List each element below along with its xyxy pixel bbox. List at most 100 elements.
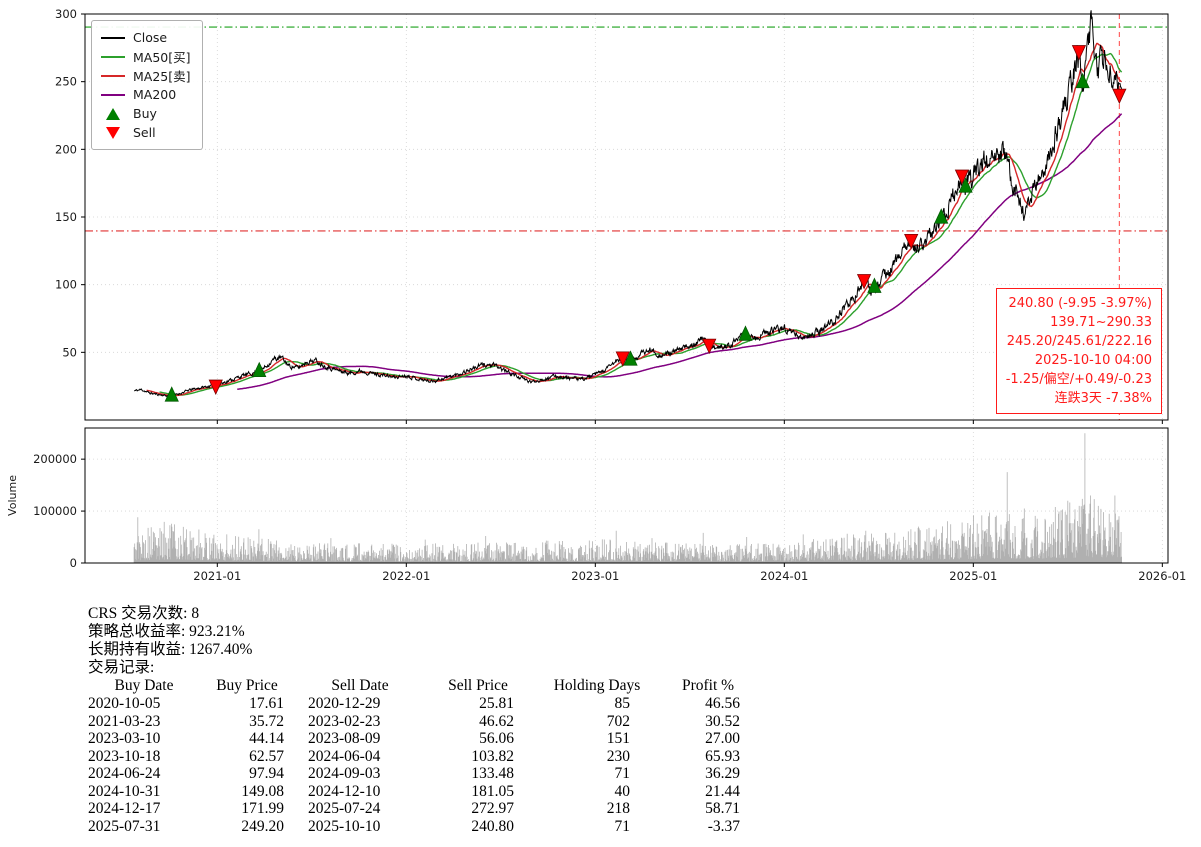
trade-cell: 35.72 [249,712,284,730]
trade-cell: 30.52 [705,712,740,730]
legend-item-buy: Buy [101,104,191,123]
annotation-line: -1.25/偏空/+0.49/-0.23 [1005,372,1152,387]
trade-row: 2024-06-24 97.94 2024-09-03 133.48 71 36.29 [88,765,752,783]
trade-cell: 171.99 [241,800,284,817]
ma50-line-swatch [101,55,125,58]
buy-marker [1075,72,1090,89]
col-profit: Profit % [681,677,735,694]
trade-cell: 2024-12-17 [88,800,161,817]
trade-cell: 249.20 [241,817,284,835]
trade-cell: 27.00 [705,730,740,747]
trade-cell: 2023-03-10 [88,730,161,747]
y-tick-label: 200 [55,142,77,156]
x-tick-label: 2023-01 [571,569,619,583]
ma200-line-swatch [101,93,125,96]
trade-cell: -3.37 [707,817,740,835]
legend-label: Buy [133,106,157,121]
trade-cell: 2025-07-24 [308,800,381,817]
legend-item-sell: Sell [101,123,191,142]
buy-marker [934,208,949,224]
trade-cell: 240.80 [471,817,514,835]
x-tick-label: 2024-01 [760,569,808,583]
volume-axis-label: Volume [6,475,19,516]
x-tick-label: 2026-01 [1138,569,1186,583]
trade-cell: 103.82 [471,747,514,765]
legend-item-ma25: MA25[卖] [101,66,191,85]
legend-item-ma50: MA50[买] [101,47,191,66]
buyhold-return-line: 长期持有收益: 1267.40% [88,641,253,658]
buy-marker-icon [101,107,125,120]
annotation-line: 245.20/245.61/222.16 [1006,334,1152,349]
sell-marker [615,351,630,367]
legend-label: MA50[买] [133,50,191,65]
trades-header-row: Buy Date Buy Price Sell Date Sell Price … [88,677,752,695]
volume-tick-label: 200000 [33,452,77,466]
trade-cell: 17.61 [249,695,284,712]
trade-row: 2024-12-17 171.99 2025-07-24 272.97 218 58.71 [88,800,752,818]
sell-marker-icon [101,126,125,139]
trade-cell: 2024-09-03 [308,765,381,782]
sell-marker [702,338,717,355]
trade-cell: 133.48 [471,765,514,782]
sell-marker [954,169,970,185]
price-annotation-box: 240.80 (-9.95 -3.97%) 139.71~290.33 245.… [995,288,1162,414]
trade-cell: 46.62 [479,712,514,730]
legend-item-close: Close [101,28,191,47]
trade-cell: 62.57 [249,747,284,765]
chart-legend: Close MA50[买] MA25[卖] MA200 Buy Sell [91,20,203,150]
annotation-line: 连跌3天 -7.38% [1054,391,1152,406]
sell-marker [856,274,872,290]
trade-row: 2023-03-10 44.14 2023-08-09 56.06 151 27.00 [88,730,752,748]
y-tick-label: 150 [55,210,77,224]
ma25-line [146,42,1123,397]
trade-cell: 2024-12-10 [308,782,381,800]
ma200-line [237,113,1123,391]
trade-cell: 2020-12-29 [308,695,381,712]
col-buy-date: Buy Date [114,677,174,694]
col-buy-price: Buy Price [216,677,278,694]
ma25-line-swatch [101,74,125,77]
close-line-swatch [101,36,125,39]
trade-cell: 2025-10-10 [308,817,381,835]
trade-cell: 149.08 [241,782,284,800]
x-tick-label: 2022-01 [382,569,430,583]
annotation-line: 2025-10-10 04:00 [1034,353,1152,368]
sell-marker [1071,45,1087,61]
buy-marker [958,177,973,193]
y-tick-label: 50 [62,345,77,359]
trade-cell: 2025-07-31 [88,817,161,835]
price-volume-chart: 50 100 150 200 250 300 0 100000 200000 2021-01 202… [6,7,1186,583]
trade-cell: 2024-06-24 [88,765,161,782]
trade-row: 2020-10-05 17.61 2020-12-29 25.81 85 46.56 [88,695,752,713]
buy-marker [623,350,638,366]
trade-cell: 46.56 [705,695,740,712]
ma50-line [159,52,1123,396]
trade-cell: 40 [614,782,631,800]
trades-table: Buy Date Buy Price Sell Date Sell Price … [88,677,752,835]
buy-marker [738,325,753,341]
trade-row: 2023-10-18 62.57 2024-06-04 103.82 230 65.93 [88,748,752,766]
trade-cell: 181.05 [471,782,514,800]
sell-marker [904,233,919,250]
trade-cell: 2024-06-04 [308,747,381,765]
y-tick-label: 300 [55,7,77,21]
trade-cell: 71 [614,817,631,835]
volume-tick-label: 100000 [33,504,77,518]
strategy-return-line: 策略总收益率: 923.21% [88,623,245,640]
annotation-line: 240.80 (-9.95 -3.97%) [1008,296,1152,311]
col-sell-price: Sell Price [448,677,508,694]
col-sell-date: Sell Date [331,677,389,694]
trade-cell: 151 [606,730,630,747]
trade-cell: 2021-03-23 [88,712,161,730]
trade-cell: 2023-10-18 [88,747,161,765]
sell-marker [208,379,223,396]
legend-label: Close [133,30,168,45]
trade-cell: 71 [614,765,631,782]
trade-cell: 2020-10-05 [88,695,161,712]
trade-cell: 44.14 [249,730,284,747]
trade-row: 2021-03-23 35.72 2023-02-23 46.62 702 30.52 [88,713,752,731]
legend-label: MA200 [133,87,177,102]
trade-record-title: 交易记录: [88,659,155,676]
y-tick-label: 100 [55,278,77,292]
